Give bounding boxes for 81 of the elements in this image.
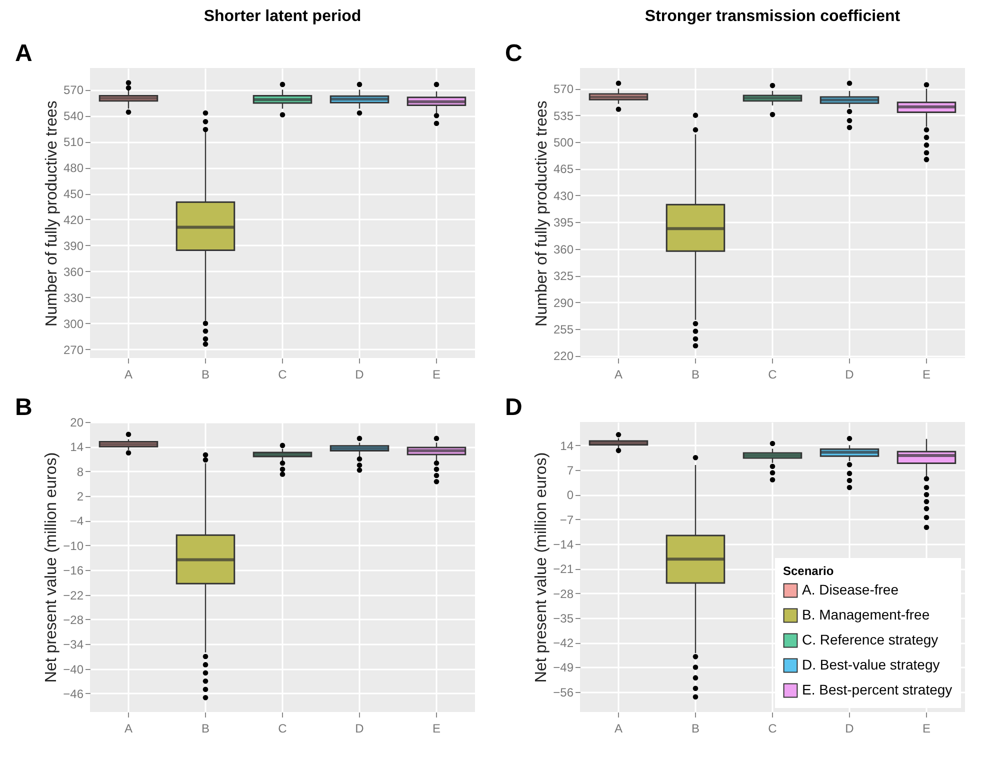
- y-tick-label: 570: [63, 83, 84, 98]
- x-tick-label: A: [124, 722, 133, 736]
- legend-title: Scenario: [783, 564, 834, 578]
- y-tick-label: 540: [63, 109, 84, 124]
- x-tick-label: C: [278, 722, 288, 736]
- y-tick-label: −56: [553, 685, 574, 700]
- y-tick-label: −21: [553, 562, 574, 576]
- text: A: [15, 40, 32, 67]
- y-tick-label: 255: [553, 322, 574, 336]
- y-tick-label: 2: [76, 490, 84, 504]
- x-tick-label: B: [201, 368, 210, 382]
- y-tick-label: 14: [560, 438, 574, 453]
- y-tick-label: 20: [70, 416, 84, 430]
- y-tick-label: −7: [560, 512, 574, 527]
- y-tick-label: 7: [566, 463, 574, 478]
- y-tick-label: 0: [566, 488, 574, 502]
- x-tick-label: E: [922, 722, 931, 736]
- x-tick-label: E: [922, 368, 931, 382]
- y-axis-title: Number of fully productive trees: [43, 100, 60, 326]
- x-tick-label: A: [614, 368, 623, 382]
- y-tick-label: 290: [553, 296, 574, 310]
- text: B: [15, 394, 32, 421]
- x-tick-label: C: [278, 368, 288, 382]
- x-tick-label: E: [432, 368, 441, 382]
- x-tick-label: C: [768, 368, 778, 382]
- x-tick-label: D: [845, 722, 854, 736]
- y-tick-label: −10: [63, 538, 84, 553]
- y-tick-label: 325: [553, 269, 574, 284]
- y-tick-label: −16: [63, 564, 84, 578]
- y-tick-label: 510: [63, 135, 84, 150]
- y-tick-label: 270: [63, 342, 84, 357]
- y-tick-label: 480: [63, 161, 84, 176]
- legend-label: E. Best-percent strategy: [802, 682, 952, 698]
- y-tick-label: −28: [553, 586, 574, 601]
- x-tick-label: A: [614, 722, 623, 736]
- y-tick-label: 220: [553, 349, 574, 364]
- text: D: [505, 394, 522, 421]
- y-axis-title: Net present value (million euros): [43, 452, 60, 683]
- legend-label: A. Disease-free: [802, 582, 899, 598]
- x-tick-label: B: [691, 368, 700, 382]
- y-tick-label: −49: [553, 660, 574, 675]
- x-tick-label: D: [355, 722, 364, 736]
- y-tick-label: −40: [63, 662, 84, 676]
- x-tick-label: B: [691, 722, 700, 736]
- y-tick-label: 360: [553, 242, 574, 256]
- y-tick-label: −28: [63, 612, 84, 627]
- text: C: [505, 40, 522, 67]
- y-tick-label: 450: [63, 187, 84, 202]
- y-tick-label: −46: [63, 686, 84, 701]
- y-tick-label: 390: [63, 238, 84, 253]
- legend-label: B. Management-free: [802, 606, 930, 622]
- y-tick-label: 570: [553, 82, 574, 96]
- y-tick-label: −22: [63, 588, 84, 602]
- y-tick-label: 330: [63, 290, 84, 305]
- y-tick-label: 535: [553, 108, 574, 123]
- y-axis-title: Net present value (million euros): [533, 452, 550, 683]
- x-tick-label: D: [845, 368, 854, 382]
- y-tick-label: −42: [553, 636, 574, 650]
- y-tick-label: 8: [76, 464, 84, 479]
- y-tick-label: 500: [553, 136, 574, 150]
- y-tick-label: −35: [553, 611, 574, 626]
- y-tick-label: 300: [63, 316, 84, 331]
- y-tick-label: 14: [70, 440, 84, 454]
- y-tick-label: −4: [70, 514, 84, 528]
- x-tick-label: D: [355, 368, 364, 382]
- legend-label: C. Reference strategy: [802, 632, 938, 648]
- chart-title: Shorter latent period: [204, 8, 362, 25]
- y-tick-label: 430: [553, 188, 574, 203]
- x-tick-label: B: [201, 722, 210, 736]
- y-tick-label: 420: [63, 212, 84, 227]
- y-tick-label: 395: [553, 216, 574, 230]
- x-tick-label: E: [432, 722, 441, 736]
- x-tick-label: C: [768, 722, 778, 736]
- y-tick-label: 465: [553, 162, 574, 176]
- x-tick-label: A: [124, 368, 133, 382]
- chart-title: Stronger transmission coefficient: [644, 8, 901, 25]
- y-tick-label: −34: [63, 638, 84, 652]
- y-tick-label: 360: [63, 264, 84, 279]
- y-axis-title: Number of fully productive trees: [533, 100, 550, 326]
- y-tick-label: −14: [553, 537, 574, 552]
- legend-label: D. Best-value strategy: [802, 656, 940, 672]
